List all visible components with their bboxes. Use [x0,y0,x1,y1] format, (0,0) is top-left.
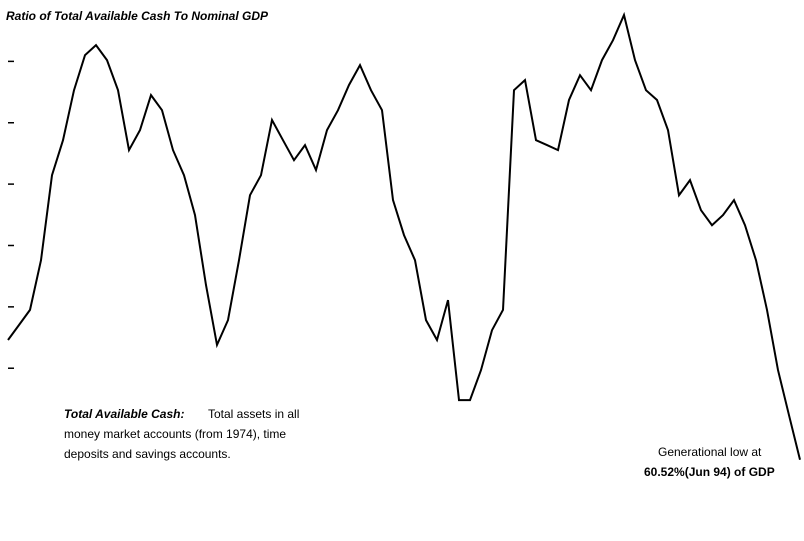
low-annotation: Generational low at [658,445,762,459]
note-line: Total assets in all [208,407,299,421]
low-annotation: 60.52%(Jun 94) of GDP [644,465,775,479]
line [7,11,801,460]
note-heading: Total Available Cash: [64,407,184,421]
note-line: deposits and savings accounts. [64,447,231,461]
chart-title: Ratio of Total Available Cash To Nominal… [6,9,269,23]
note-line: money market accounts (from 1974), time [64,427,286,441]
